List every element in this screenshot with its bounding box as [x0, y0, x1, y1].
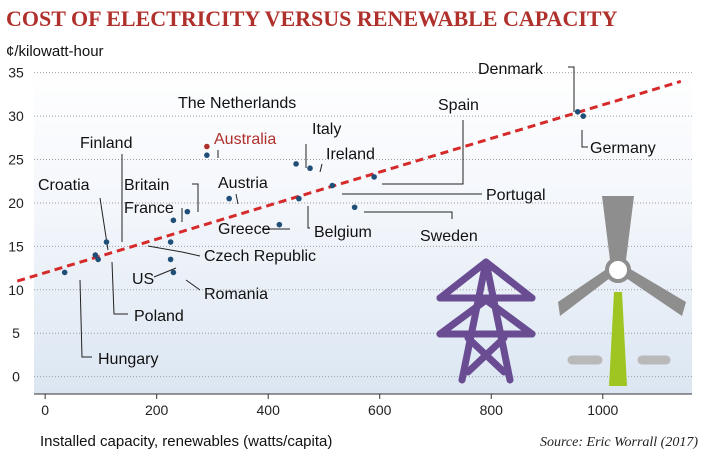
point-france — [170, 217, 177, 224]
point-czech-republic — [167, 239, 174, 245]
plot-background — [34, 64, 692, 394]
label-the-netherlands: The Netherlands — [178, 95, 296, 112]
point-the-netherlands — [204, 152, 210, 158]
y-tick-label: 5 — [12, 325, 20, 341]
data-points — [61, 108, 587, 276]
leader-line-denmark — [568, 66, 575, 112]
y-tick-label: 20 — [8, 195, 24, 211]
y-tick-label: 10 — [8, 282, 24, 298]
label-ireland: Ireland — [326, 146, 375, 163]
point-germany — [580, 113, 587, 119]
y-tick-label: 35 — [8, 65, 24, 81]
pylon-icon — [436, 258, 536, 384]
point-australia — [204, 143, 210, 150]
y-tick-label: 15 — [8, 238, 24, 254]
point-poland — [95, 256, 101, 263]
point-finland — [103, 239, 110, 245]
point-romania — [170, 269, 177, 276]
y-tick-label: 30 — [8, 108, 24, 124]
label-germany: Germany — [590, 140, 656, 157]
x-tick-label: 400 — [257, 402, 281, 418]
x-tick-label: 800 — [480, 402, 504, 418]
leader-line-germany — [581, 130, 588, 148]
leader-line-ireland — [319, 163, 323, 173]
leader-line-us — [153, 267, 177, 278]
leader-line-poland — [111, 261, 128, 315]
y-tick-label: 0 — [12, 369, 20, 385]
point-sweden — [351, 204, 358, 211]
leader-line-sweden — [364, 211, 453, 219]
label-spain: Spain — [438, 97, 479, 114]
point-belgium — [296, 195, 302, 202]
leader-line-britain — [192, 183, 199, 212]
x-tick-label: 600 — [368, 402, 392, 418]
point-italy — [293, 161, 299, 167]
point-denmark — [574, 108, 581, 115]
label-britain: Britain — [124, 177, 169, 194]
x-tick-label: 200 — [145, 402, 169, 418]
leader-line-spain — [382, 120, 464, 185]
label-portugal: Portugal — [486, 187, 546, 204]
source-note: Source: Eric Worrall (2017) — [540, 435, 698, 450]
wind-turbine-icon — [558, 196, 686, 386]
point-labels: Denmark Germany Spain Portugal Sweden Belgium… — [38, 61, 656, 368]
leader-line-belgium — [307, 206, 310, 229]
label-us: US — [132, 271, 154, 288]
point-us — [167, 256, 174, 263]
point-portugal — [329, 182, 336, 189]
label-austria: Austria — [218, 175, 268, 192]
label-finland: Finland — [80, 135, 132, 152]
chart-title: COST OF ELECTRICITY VERSUS RENEWABLE CAP… — [6, 6, 618, 31]
label-czech-republic: Czech Republic — [204, 248, 316, 265]
label-italy: Italy — [312, 121, 341, 138]
x-tick-label: 0 — [41, 402, 49, 418]
point-austria — [226, 195, 232, 202]
leader-line-hungary — [79, 279, 92, 358]
label-belgium: Belgium — [314, 224, 372, 241]
point-croatia — [92, 252, 99, 258]
trend-line — [16, 79, 682, 283]
label-greece: Greece — [218, 221, 271, 238]
point-britain — [184, 208, 191, 215]
point-hungary — [61, 269, 68, 276]
label-hungary: Hungary — [98, 351, 158, 368]
point-spain — [371, 174, 377, 180]
x-axis-label: Installed capacity, renewables (watts/ca… — [40, 433, 332, 450]
label-australia: Australia — [214, 131, 276, 148]
tick-labels: 0 5 10 15 20 25 30 35 0 200 400 600 800 1000 — [8, 65, 618, 418]
leader-line-czech-republic — [147, 245, 201, 257]
label-croatia: Croatia — [38, 177, 90, 194]
label-denmark: Denmark — [478, 61, 544, 78]
gridlines — [34, 72, 692, 395]
label-poland: Poland — [134, 308, 184, 325]
label-sweden: Sweden — [420, 228, 478, 245]
y-tick-label: 25 — [8, 152, 24, 168]
leader-line-austria — [235, 193, 239, 205]
x-tick-label: 1000 — [587, 402, 618, 418]
label-romania: Romania — [204, 286, 268, 303]
y-axis-unit-label: ¢/kilowatt-hour — [6, 43, 104, 60]
point-ireland — [307, 165, 313, 172]
point-greece — [276, 221, 283, 228]
label-france: France — [124, 200, 174, 217]
leader-line-romania — [185, 279, 201, 291]
